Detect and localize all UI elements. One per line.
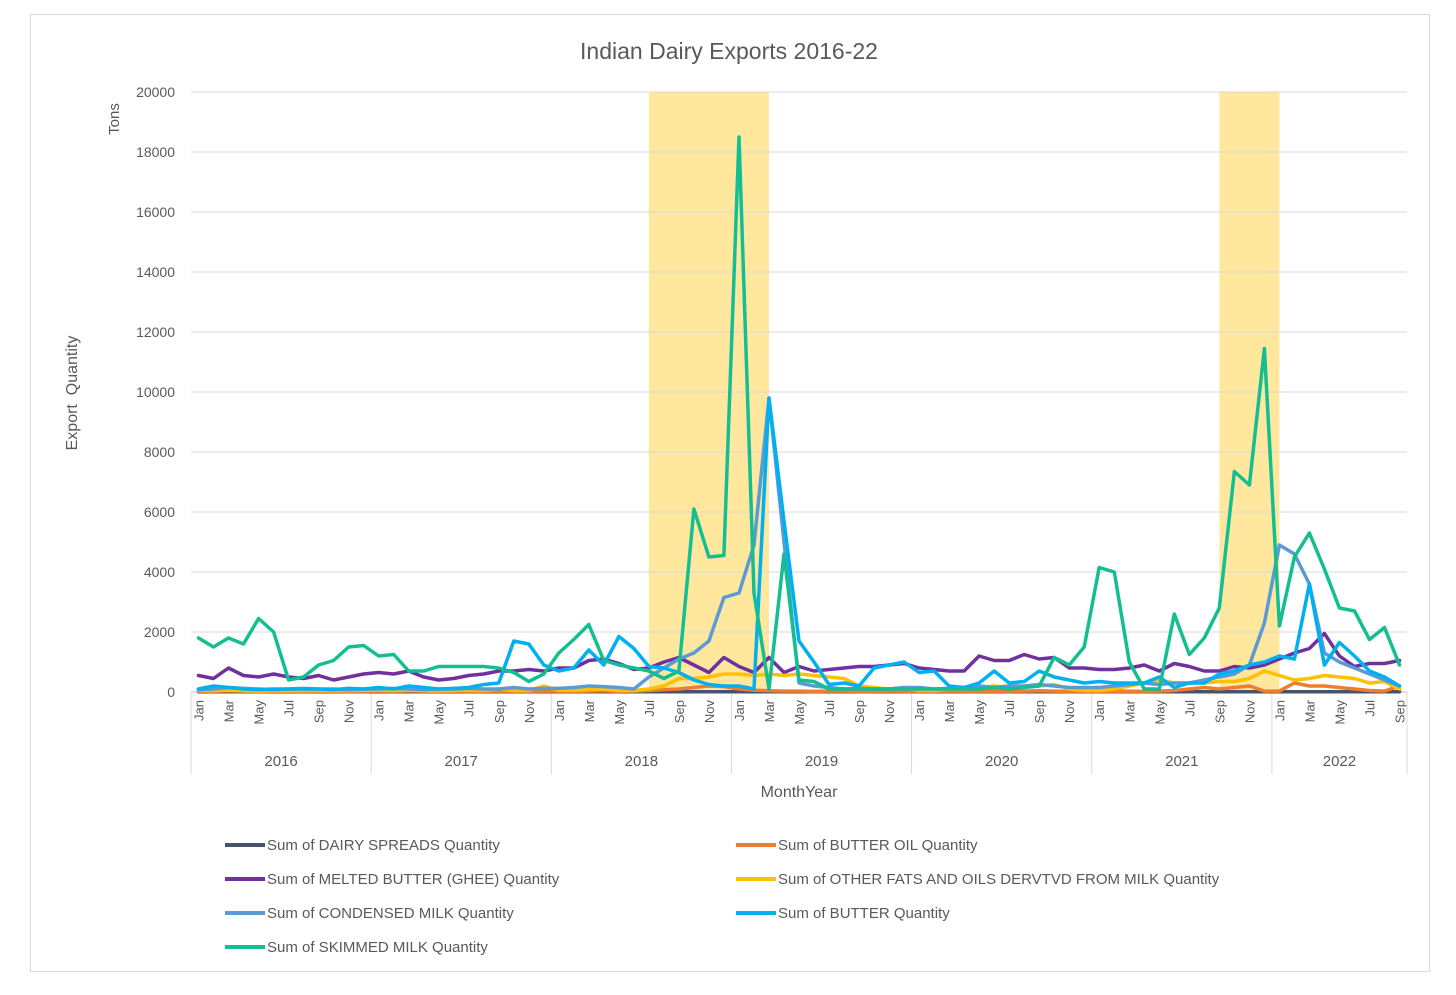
y-axis-title: Export Quantity [64, 336, 81, 451]
x-tick-label: Jan [1272, 700, 1287, 721]
x-tick-label: May [792, 700, 807, 725]
x-tick-label: Sep [852, 700, 867, 723]
x-tick-label: Jan [192, 700, 207, 721]
x-tick-label: Jul [1362, 700, 1377, 717]
y-tick-label: 6000 [144, 504, 175, 520]
x-tick-label: Mar [942, 699, 957, 722]
year-label: 2016 [264, 753, 297, 770]
unit-label: Tons [106, 103, 123, 135]
x-tick-label: Mar [402, 699, 417, 722]
legend-layer: Sum of DAIRY SPREADS Quantity Sum of BUTT… [225, 837, 1220, 956]
chart-frame: 0 2000 4000 6000 8000 10000 12000 14000 16000 180… [30, 14, 1430, 972]
x-tick-label: May [612, 700, 627, 725]
year-label: 2021 [1165, 753, 1198, 770]
series-line [196, 396, 1402, 692]
x-tick-label: Jan [1092, 700, 1107, 721]
series-layer [196, 135, 1402, 694]
x-tick-label: Sep [1032, 700, 1047, 723]
x-tick-label: Jan [372, 700, 387, 721]
x-tick-label: Sep [1212, 700, 1227, 723]
x-tick-label: Mar [222, 699, 237, 722]
legend-label: Sum of DAIRY SPREADS Quantity [267, 837, 500, 854]
x-tick-label: Jul [462, 700, 477, 717]
legend-label: Sum of CONDENSED MILK Quantity [267, 905, 514, 922]
x-tick-label: Jul [822, 700, 837, 717]
year-label: 2017 [445, 753, 478, 770]
y-tick-label: 2000 [144, 624, 175, 640]
x-tick-label: Sep [312, 700, 327, 723]
y-tick-label: 10000 [136, 384, 175, 400]
legend-label: Sum of MELTED BUTTER (GHEE) Quantity [267, 871, 560, 888]
year-label: 2020 [985, 753, 1018, 770]
x-tick-label: May [432, 700, 447, 725]
x-tick-label: Mar [762, 699, 777, 722]
legend-label: Sum of SKIMMED MILK Quantity [267, 939, 488, 956]
x-tick-label: Nov [342, 700, 357, 724]
year-label: 2018 [625, 753, 658, 770]
x-tick-label: Sep [672, 700, 687, 723]
x-tick-label: Mar [1122, 699, 1137, 722]
legend-label: Sum of BUTTER OIL Quantity [778, 837, 978, 854]
x-tick-label: Nov [882, 700, 897, 724]
x-tick-label: Jan [732, 700, 747, 721]
x-tick-label: May [252, 700, 267, 725]
x-tick-label: Jan [912, 700, 927, 721]
y-tick-label: 20000 [136, 84, 175, 100]
x-tick-label: Sep [1392, 700, 1407, 723]
y-tick-label: 16000 [136, 204, 175, 220]
chart-title: Indian Dairy Exports 2016-22 [580, 38, 878, 64]
legend-label: Sum of BUTTER Quantity [778, 905, 950, 922]
x-tick-label: Nov [522, 700, 537, 724]
x-tick-label: Jul [1182, 700, 1197, 717]
x-tick-label: Nov [1242, 700, 1257, 724]
axis-layer: 0 2000 4000 6000 8000 10000 12000 14000 16000 180… [136, 84, 1408, 774]
x-tick-label: Nov [702, 700, 717, 724]
x-tick-label: May [972, 700, 987, 725]
series-line [196, 135, 1402, 691]
x-tick-label: Jul [1002, 700, 1017, 717]
chart-svg: 0 2000 4000 6000 8000 10000 12000 14000 16000 180… [64, 38, 1408, 956]
y-tick-label: 8000 [144, 444, 175, 460]
x-tick-label: Jan [552, 700, 567, 721]
y-tick-label: 0 [167, 684, 175, 700]
y-tick-label: 4000 [144, 564, 175, 580]
grid-layer [191, 91, 1407, 633]
x-tick-label: Jul [642, 700, 657, 717]
y-tick-label: 14000 [136, 264, 175, 280]
x-tick-label: Sep [492, 700, 507, 723]
y-tick-label: 12000 [136, 324, 175, 340]
x-tick-label: Mar [1302, 699, 1317, 722]
y-tick-label: 18000 [136, 144, 175, 160]
x-axis-title: MonthYear [761, 784, 838, 801]
legend-label: Sum of OTHER FATS AND OILS DERVTVD FROM … [778, 871, 1220, 888]
x-tick-label: Jul [282, 700, 297, 717]
year-label: 2019 [805, 753, 838, 770]
year-label: 2022 [1323, 753, 1356, 770]
x-tick-label: May [1152, 700, 1167, 725]
x-tick-label: May [1332, 700, 1347, 725]
x-tick-label: Nov [1062, 700, 1077, 724]
x-tick-label: Mar [582, 699, 597, 722]
